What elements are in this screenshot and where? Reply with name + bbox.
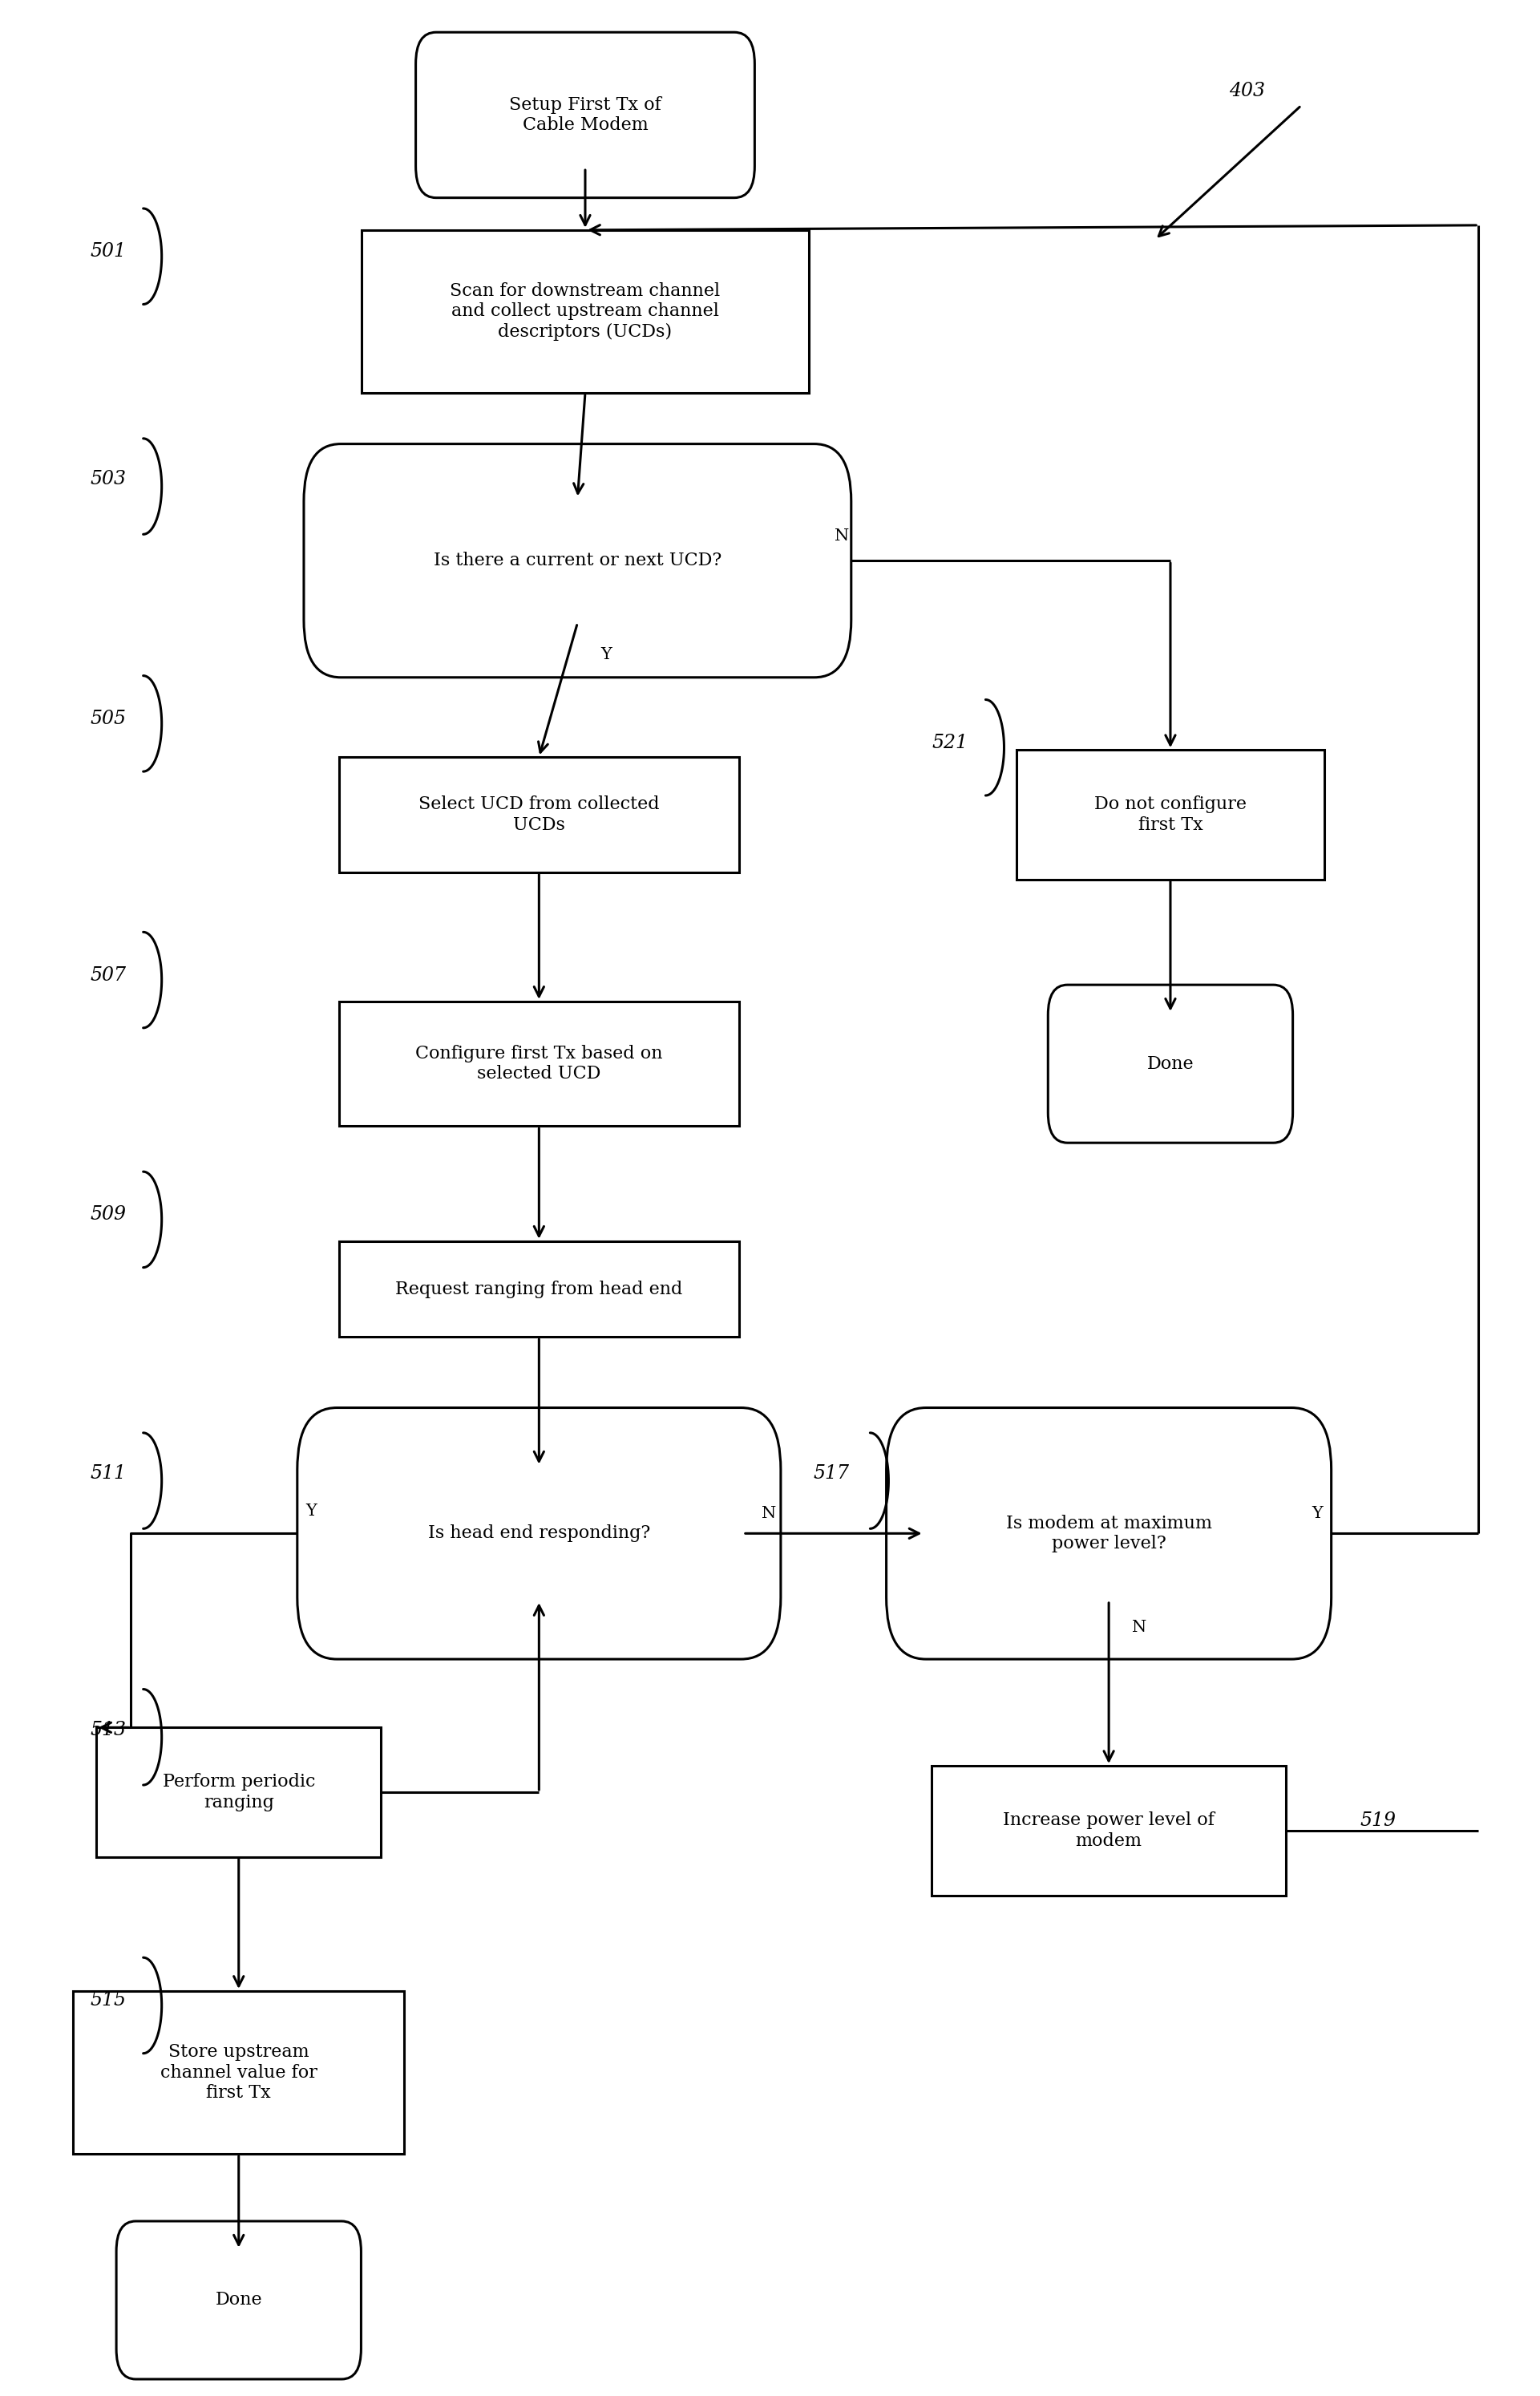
Text: Select UCD from collected
UCDs: Select UCD from collected UCDs (419, 795, 659, 834)
Text: 403: 403 (1229, 81, 1266, 101)
Text: Scan for downstream channel
and collect upstream channel
descriptors (UCDs): Scan for downstream channel and collect … (450, 283, 721, 340)
Text: Do not configure
first Tx: Do not configure first Tx (1095, 795, 1246, 834)
Text: 513: 513 (89, 1720, 126, 1739)
Text: Is head end responding?: Is head end responding? (428, 1524, 650, 1543)
Text: 507: 507 (89, 966, 126, 985)
Text: N: N (761, 1507, 776, 1521)
Text: Done: Done (216, 2291, 262, 2310)
FancyBboxPatch shape (74, 1991, 403, 2154)
FancyBboxPatch shape (339, 1002, 739, 1126)
Text: 505: 505 (89, 709, 126, 728)
Text: 521: 521 (932, 733, 969, 752)
Text: N: N (1132, 1620, 1147, 1634)
Text: Configure first Tx based on
selected UCD: Configure first Tx based on selected UCD (416, 1045, 662, 1083)
Text: Store upstream
channel value for
first Tx: Store upstream channel value for first T… (160, 2044, 317, 2101)
FancyBboxPatch shape (303, 443, 852, 678)
Text: Is there a current or next UCD?: Is there a current or next UCD? (433, 551, 722, 570)
FancyBboxPatch shape (95, 1728, 382, 1857)
Text: Is modem at maximum
power level?: Is modem at maximum power level? (1006, 1514, 1212, 1553)
FancyBboxPatch shape (339, 757, 739, 872)
Text: 509: 509 (89, 1205, 126, 1224)
FancyBboxPatch shape (1016, 750, 1324, 879)
Text: Y: Y (305, 1505, 316, 1519)
FancyBboxPatch shape (339, 1241, 739, 1337)
Text: 501: 501 (89, 242, 126, 261)
Text: Y: Y (601, 647, 611, 661)
Text: N: N (835, 530, 850, 544)
Text: 511: 511 (89, 1464, 126, 1483)
Text: 517: 517 (813, 1464, 850, 1483)
Text: Done: Done (1147, 1054, 1194, 1073)
FancyBboxPatch shape (932, 1766, 1286, 1895)
FancyBboxPatch shape (416, 31, 755, 199)
FancyBboxPatch shape (1049, 985, 1292, 1143)
Text: Y: Y (1312, 1507, 1323, 1521)
FancyBboxPatch shape (887, 1409, 1331, 1658)
FancyBboxPatch shape (297, 1409, 781, 1658)
Text: Increase power level of
modem: Increase power level of modem (1003, 1811, 1215, 1850)
Text: 515: 515 (89, 1991, 126, 2010)
Text: Perform periodic
ranging: Perform periodic ranging (162, 1773, 316, 1811)
FancyBboxPatch shape (362, 230, 809, 393)
FancyBboxPatch shape (117, 2221, 360, 2379)
Text: Request ranging from head end: Request ranging from head end (396, 1279, 682, 1299)
Text: 519: 519 (1360, 1811, 1397, 1831)
Text: 503: 503 (89, 470, 126, 489)
Text: Setup First Tx of
Cable Modem: Setup First Tx of Cable Modem (510, 96, 661, 134)
